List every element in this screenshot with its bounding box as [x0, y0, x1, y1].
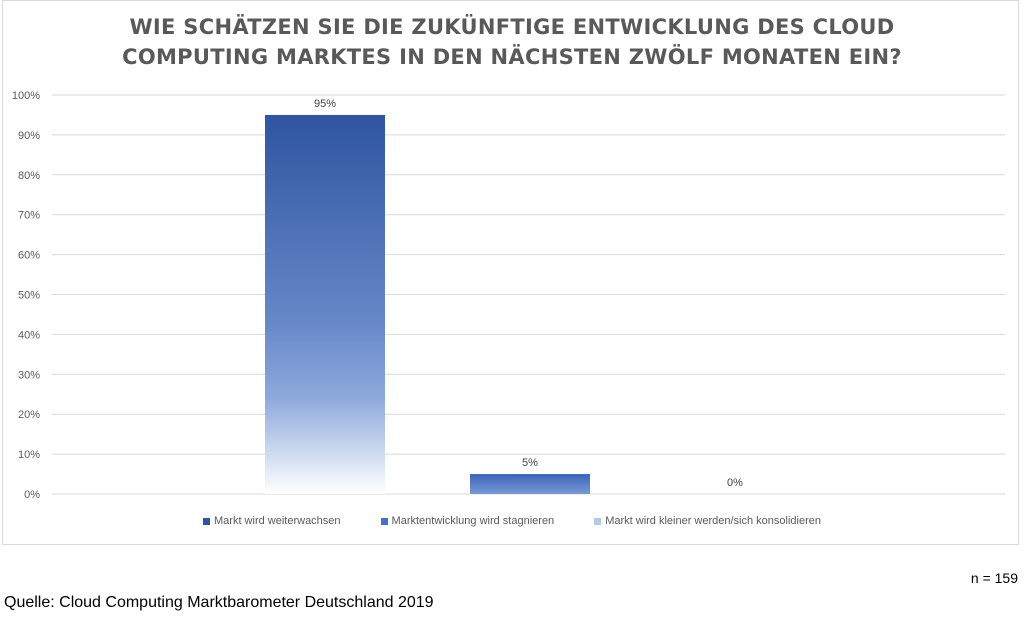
bar [470, 474, 590, 494]
y-tick-label: 30% [18, 369, 40, 381]
legend-label: Markt wird kleiner werden/sich konsolidi… [605, 515, 821, 527]
y-tick-label: 50% [18, 290, 40, 302]
legend-label: Markt wird weiterwachsen [214, 515, 341, 527]
chart-title-line: WIE SCHÄTZEN SIE DIE ZUKÜNFTIGE ENTWICKL… [129, 15, 895, 39]
legend-swatch [594, 517, 602, 525]
y-tick-label: 90% [18, 130, 40, 142]
y-tick-label: 0% [24, 489, 40, 501]
data-label: 95% [314, 98, 336, 110]
legend-label: Marktentwicklung wird stagnieren [391, 515, 555, 527]
chart-title-line: COMPUTING MARKTES IN DEN NÄCHSTEN ZWÖLF … [122, 45, 902, 69]
sample-size: n = 159 [970, 570, 1018, 586]
legend-swatch [203, 517, 210, 525]
legend-item: Marktentwicklung wird stagnieren [380, 515, 555, 527]
legend: Markt wird weiterwachsen Marktentwicklun… [0, 515, 1024, 527]
y-tick-label: 40% [18, 329, 40, 341]
y-tick-label: 10% [18, 449, 40, 461]
legend-item: Markt wird kleiner werden/sich konsolidi… [594, 515, 821, 527]
chart-area [2, 0, 1019, 545]
source-note: Quelle: Cloud Computing Marktbarometer D… [4, 594, 434, 611]
data-label: 0% [727, 477, 743, 489]
legend-item: Markt wird weiterwachsen [203, 515, 341, 527]
legend-swatch [380, 517, 388, 525]
y-tick-label: 60% [18, 250, 40, 262]
bar [265, 114, 385, 494]
chart-title: WIE SCHÄTZEN SIE DIE ZUKÜNFTIGE ENTWICKL… [0, 12, 1024, 72]
y-tick-label: 70% [18, 210, 40, 222]
y-tick-label: 80% [18, 170, 40, 182]
y-tick-label: 100% [12, 90, 40, 102]
data-label: 5% [522, 457, 538, 469]
y-tick-label: 20% [18, 409, 40, 421]
